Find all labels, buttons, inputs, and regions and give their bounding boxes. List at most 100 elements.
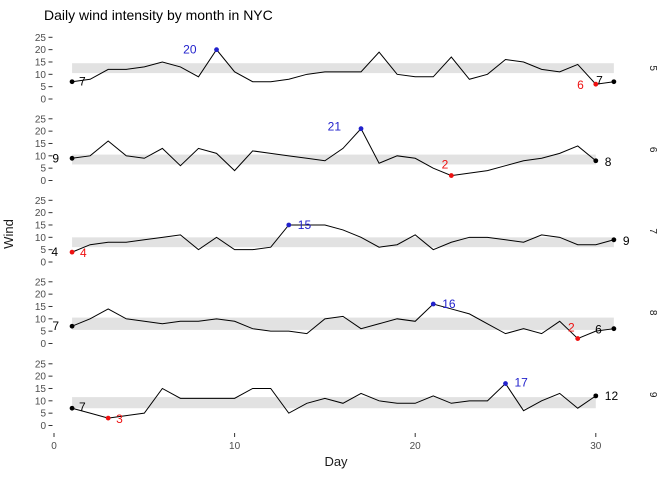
y-tick-label: 15 (35, 139, 47, 150)
max-point-label: 21 (328, 120, 342, 134)
endpoint-point-label: 7 (79, 75, 86, 89)
y-tick-label: 10 (35, 233, 47, 244)
y-tick-label: 15 (35, 384, 47, 395)
x-tick-label: 10 (229, 441, 241, 452)
y-tick-label: 10 (35, 396, 47, 407)
reference-band (72, 154, 596, 165)
x-tick-label: 20 (410, 441, 422, 452)
reference-band (72, 397, 596, 409)
facet-strip-label: 8 (647, 310, 658, 316)
y-tick-label: 10 (35, 151, 47, 162)
max-point (286, 222, 292, 228)
y-tick-label: 5 (40, 82, 46, 93)
wind-line (71, 382, 597, 419)
y-tick-label: 20 (35, 208, 47, 219)
y-tick-label: 0 (40, 339, 46, 350)
y-tick-label: 15 (35, 220, 47, 231)
endpoint-point-label: 7 (52, 319, 59, 333)
min-point (69, 249, 75, 255)
endpoint-point (69, 79, 75, 85)
max-point-label: 16 (442, 297, 456, 311)
chart-title: Daily wind intensity by month in NYC (44, 7, 273, 23)
endpoint-point (593, 158, 599, 164)
reference-band (72, 237, 614, 248)
max-point-label: 17 (515, 376, 529, 390)
min-point-label: 2 (568, 321, 575, 335)
y-tick-label: 5 (40, 164, 46, 175)
y-tick-label: 25 (35, 196, 47, 207)
y-tick-label: 0 (40, 176, 46, 187)
endpoint-point (69, 405, 75, 411)
reference-band (72, 63, 614, 74)
endpoint-point-label: 12 (605, 389, 619, 403)
endpoint-point-label: 9 (623, 234, 630, 248)
y-tick-label: 20 (35, 372, 47, 383)
endpoint-point-label: 6 (595, 323, 602, 337)
facet-strip-label: 5 (647, 65, 658, 71)
facet-strip-label: 9 (647, 392, 658, 398)
endpoint-point (611, 237, 617, 243)
y-tick-label: 10 (35, 314, 47, 325)
min-point-label: 6 (577, 78, 584, 92)
min-point (105, 415, 111, 421)
min-point-label: 3 (116, 412, 123, 426)
min-point-label: 4 (51, 245, 58, 259)
wind-line (71, 127, 597, 177)
max-point-label: 20 (183, 43, 197, 57)
wind-line (71, 224, 614, 253)
x-axis-title: Day (324, 454, 348, 469)
y-tick-label: 15 (35, 57, 47, 68)
y-axis-title: Wind (1, 219, 16, 249)
min-point (575, 336, 581, 341)
endpoint-point (69, 155, 75, 161)
max-point-label: 15 (298, 218, 312, 232)
max-point (214, 47, 219, 53)
min-point-label: 4 (80, 246, 87, 260)
y-tick-label: 0 (40, 258, 46, 269)
y-tick-label: 25 (35, 114, 47, 125)
y-tick-label: 5 (40, 245, 46, 256)
y-tick-label: 25 (35, 359, 47, 370)
y-tick-label: 20 (35, 127, 47, 138)
y-tick-label: 25 (35, 33, 47, 44)
y-tick-label: 15 (35, 302, 47, 313)
y-tick-label: 0 (40, 95, 46, 106)
x-axis: 0 10 20 30 (51, 433, 602, 452)
facet-strip-label: 7 (647, 228, 658, 234)
endpoint-point (611, 326, 617, 332)
y-tick-label: 10 (35, 70, 47, 81)
min-point (448, 173, 454, 178)
endpoint-point (611, 79, 617, 85)
endpoint-point-label: 7 (79, 400, 86, 414)
y-tick-label: 5 (40, 327, 46, 338)
endpoint-point-label: 8 (605, 155, 612, 169)
y-tick-label: 20 (35, 45, 47, 56)
endpoint-point-label: 7 (596, 74, 603, 88)
x-tick-label: 0 (51, 441, 57, 452)
reference-band (72, 317, 614, 330)
x-tick-label: 30 (590, 441, 602, 452)
max-point (430, 301, 436, 307)
min-point-label: 2 (442, 158, 449, 172)
endpoint-point-label: 9 (52, 151, 59, 165)
endpoint-point (593, 393, 599, 399)
y-tick-label: 20 (35, 290, 47, 301)
endpoint-point (69, 323, 75, 329)
wind-line (71, 48, 614, 85)
y-tick-label: 5 (40, 409, 46, 420)
max-point (358, 126, 364, 132)
max-point (503, 381, 508, 386)
min-point (593, 81, 599, 87)
y-tick-label: 0 (40, 421, 46, 432)
wind-line (71, 303, 614, 340)
facet-strip-label: 6 (647, 147, 658, 153)
y-tick-label: 25 (35, 277, 47, 288)
